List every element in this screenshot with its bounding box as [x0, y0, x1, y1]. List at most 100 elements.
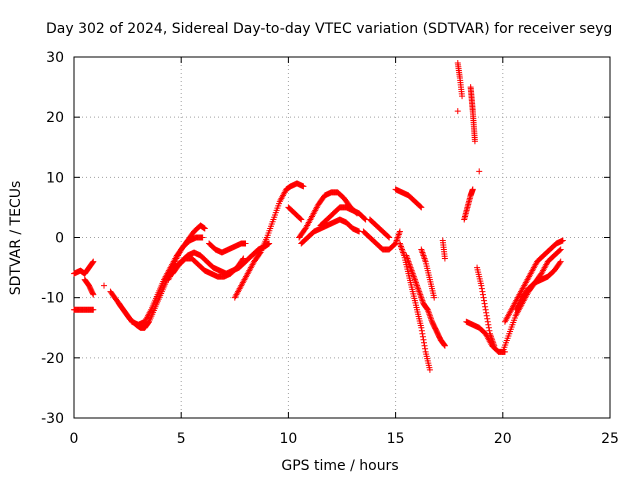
tick-marks: [73, 56, 611, 419]
series-arc-v: [454, 60, 466, 100]
data-point: [361, 215, 368, 222]
data-point: [486, 327, 493, 334]
y-tick-label: -10: [41, 291, 64, 307]
x-axis-label: GPS time / hours: [281, 458, 398, 474]
series-arc-i: [206, 240, 249, 256]
series-arc-o: [360, 228, 403, 253]
series-arc-ad: [501, 237, 566, 325]
series-arc-l: [296, 189, 361, 241]
x-tick-label: 10: [279, 431, 297, 447]
data-point: [556, 259, 563, 266]
data-point: [89, 259, 96, 266]
data-point: [199, 234, 206, 241]
series-arc-j: [231, 180, 307, 301]
data-point: [491, 342, 498, 349]
data-point: [454, 108, 461, 115]
data-point: [240, 255, 247, 262]
y-tick-label: 10: [46, 170, 64, 186]
data-point: [431, 294, 438, 301]
data-point: [441, 342, 448, 349]
y-tick-label: 0: [55, 231, 64, 247]
data-point: [420, 336, 427, 343]
data-point: [469, 186, 476, 193]
data-point: [89, 290, 96, 297]
data-point: [459, 93, 466, 100]
data-point: [441, 342, 448, 349]
data-point: [421, 339, 428, 346]
series-arc-ae: [512, 258, 564, 313]
series-arc-z: [476, 168, 483, 175]
grid: [74, 57, 610, 418]
data-point: [557, 246, 564, 253]
y-tick-label: 20: [46, 110, 64, 126]
data-point: [101, 282, 108, 289]
data-point: [484, 315, 491, 322]
data-point: [485, 321, 492, 328]
series-arc-n: [317, 204, 369, 229]
data-point: [418, 327, 425, 334]
data-point: [421, 342, 428, 349]
series-arc-t: [418, 246, 438, 301]
data-point: [201, 225, 208, 232]
x-tick-label: 15: [387, 431, 405, 447]
data-point: [90, 258, 97, 265]
data-point: [90, 291, 97, 298]
data-point: [419, 330, 426, 337]
series-arc-w: [454, 108, 461, 115]
series-arc-m: [298, 216, 363, 247]
data-point: [239, 256, 246, 263]
chart-title: Day 302 of 2024, Sidereal Day-to-day VTE…: [46, 21, 612, 37]
series-arc-a: [71, 306, 97, 313]
data-point: [482, 306, 489, 313]
series-arc-d: [101, 282, 108, 289]
data-point: [417, 203, 424, 210]
data-point: [418, 324, 425, 331]
data-point: [396, 228, 403, 235]
data-points: [71, 60, 566, 373]
data-point: [485, 324, 492, 331]
data-point: [256, 250, 263, 257]
series-arc-x: [467, 84, 478, 145]
series-arc-k: [285, 204, 305, 223]
y-axis-label: SDTVAR / TECUs: [8, 181, 24, 296]
series-arc-ac: [499, 246, 564, 355]
data-point: [481, 300, 488, 307]
data-point: [426, 366, 433, 373]
data-point: [478, 285, 485, 292]
x-tick-label: 0: [70, 431, 79, 447]
data-point: [483, 309, 490, 316]
data-point: [483, 312, 490, 319]
data-point: [419, 333, 426, 340]
series-arc-f: [116, 234, 206, 328]
data-point: [481, 297, 488, 304]
data-point: [418, 204, 425, 211]
series-arc-h: [169, 255, 247, 280]
series-arc-ab: [474, 264, 498, 349]
y-tick-label: -20: [41, 351, 64, 367]
series-arc-r: [396, 240, 433, 373]
x-tick-label: 20: [494, 431, 512, 447]
data-point: [484, 318, 491, 325]
x-tick-labels: 0 5 10 15 20 25: [70, 431, 619, 447]
data-point: [298, 216, 305, 223]
data-point: [90, 306, 97, 313]
data-point: [559, 237, 566, 244]
data-point: [300, 183, 307, 190]
data-point: [476, 168, 483, 175]
data-point: [482, 303, 489, 310]
x-tick-label: 5: [177, 431, 186, 447]
series-arc-u: [439, 237, 448, 262]
y-tick-labels: -30 -20 -10 0 10 20 30: [41, 50, 64, 427]
data-point: [480, 294, 487, 301]
data-point: [441, 255, 448, 262]
data-point: [479, 291, 486, 298]
series-arc-p: [366, 216, 393, 241]
data-point: [557, 258, 564, 265]
data-point: [242, 240, 249, 247]
series-arc-y: [461, 186, 476, 223]
data-point: [556, 247, 563, 254]
data-point: [386, 234, 393, 241]
series-arc-s: [403, 252, 448, 349]
y-tick-label: -30: [41, 411, 64, 427]
